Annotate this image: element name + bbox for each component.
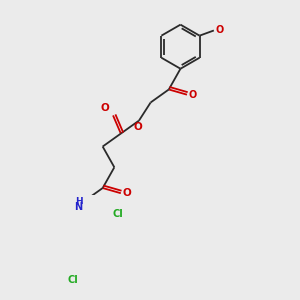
Text: Cl: Cl bbox=[68, 275, 78, 285]
Text: O: O bbox=[101, 103, 110, 113]
Text: H: H bbox=[75, 197, 82, 206]
Text: Cl: Cl bbox=[112, 209, 123, 219]
Text: O: O bbox=[123, 188, 131, 198]
Text: O: O bbox=[134, 122, 143, 132]
Text: N: N bbox=[74, 202, 83, 212]
Text: O: O bbox=[216, 26, 224, 35]
Text: O: O bbox=[189, 90, 197, 100]
